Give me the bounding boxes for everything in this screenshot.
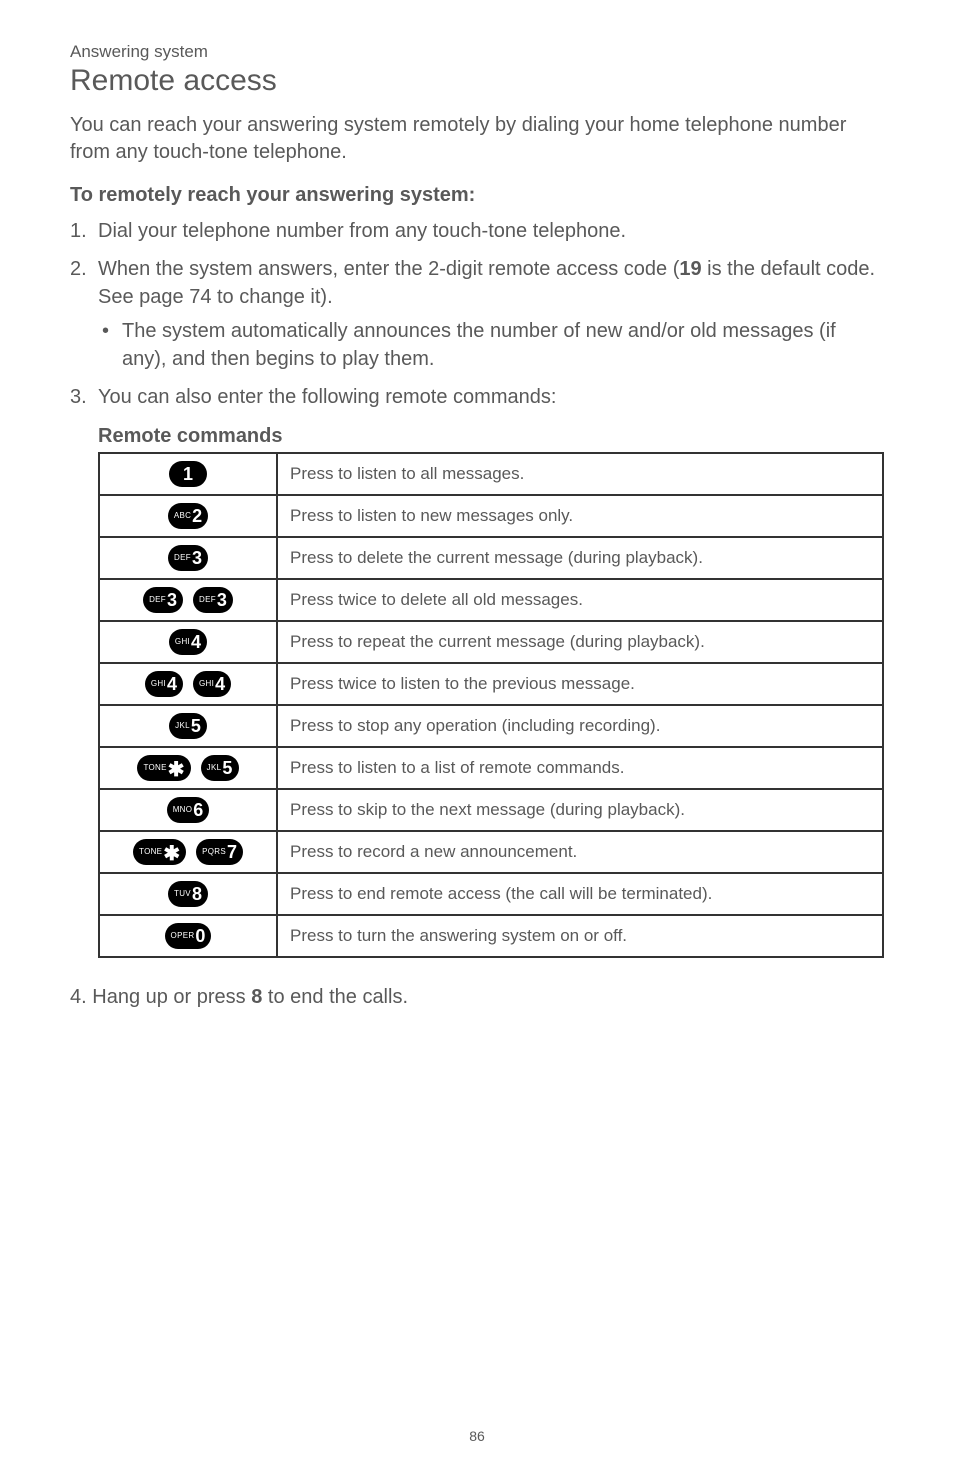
key-cell: GHI4 GHI4 bbox=[99, 663, 277, 705]
key-8-icon: TUV8 bbox=[168, 881, 208, 907]
table-row: TUV8 Press to end remote access (the cal… bbox=[99, 873, 883, 915]
command-desc: Press to end remote access (the call wil… bbox=[277, 873, 883, 915]
closing-bold: 8 bbox=[251, 986, 262, 1008]
command-desc: Press to record a new announcement. bbox=[277, 831, 883, 873]
command-desc: Press to repeat the current message (dur… bbox=[277, 621, 883, 663]
key-2-icon: ABC2 bbox=[168, 503, 208, 529]
key-7-icon: PQRS7 bbox=[196, 839, 243, 865]
command-desc: Press to skip to the next message (durin… bbox=[277, 789, 883, 831]
command-desc: Press to stop any operation (including r… bbox=[277, 705, 883, 747]
key-3-icon: DEF3 bbox=[143, 587, 183, 613]
page-title: Remote access bbox=[70, 64, 884, 98]
step-2-bold: 19 bbox=[679, 258, 701, 280]
command-desc: Press twice to listen to the previous me… bbox=[277, 663, 883, 705]
table-row: DEF3 DEF3 Press twice to delete all old … bbox=[99, 579, 883, 621]
table-row: TONE✱ PQRS7 Press to record a new announ… bbox=[99, 831, 883, 873]
key-0-icon: OPER0 bbox=[165, 923, 212, 949]
key-cell: JKL5 bbox=[99, 705, 277, 747]
command-desc: Press to delete the current message (dur… bbox=[277, 537, 883, 579]
key-cell: DEF3 DEF3 bbox=[99, 579, 277, 621]
table-title: Remote commands bbox=[98, 425, 884, 448]
table-row: GHI4 Press to repeat the current message… bbox=[99, 621, 883, 663]
key-1-icon: 1 bbox=[169, 461, 207, 487]
table-row: DEF3 Press to delete the current message… bbox=[99, 537, 883, 579]
key-star-icon: TONE✱ bbox=[133, 839, 186, 865]
key-cell: TONE✱ PQRS7 bbox=[99, 831, 277, 873]
key-cell: MNO6 bbox=[99, 789, 277, 831]
key-cell: ABC2 bbox=[99, 495, 277, 537]
steps-list: Dial your telephone number from any touc… bbox=[70, 217, 884, 411]
section-label: Answering system bbox=[70, 42, 884, 62]
table-row: 1 Press to listen to all messages. bbox=[99, 453, 883, 495]
remote-commands-table: 1 Press to listen to all messages. ABC2 … bbox=[98, 452, 884, 958]
command-desc: Press twice to delete all old messages. bbox=[277, 579, 883, 621]
key-6-icon: MNO6 bbox=[167, 797, 210, 823]
step-2-text-before: When the system answers, enter the 2-dig… bbox=[98, 258, 679, 280]
key-star-icon: TONE✱ bbox=[137, 755, 190, 781]
command-desc: Press to listen to new messages only. bbox=[277, 495, 883, 537]
key-4-icon: GHI4 bbox=[145, 671, 183, 697]
closing-before: Hang up or press bbox=[92, 986, 251, 1008]
key-cell: DEF3 bbox=[99, 537, 277, 579]
step-1: Dial your telephone number from any touc… bbox=[70, 217, 884, 245]
table-row: JKL5 Press to stop any operation (includ… bbox=[99, 705, 883, 747]
key-5-icon: JKL5 bbox=[201, 755, 239, 781]
step-3: You can also enter the following remote … bbox=[70, 383, 884, 411]
key-cell: OPER0 bbox=[99, 915, 277, 957]
key-3-icon: DEF3 bbox=[168, 545, 208, 571]
table-row: ABC2 Press to listen to new messages onl… bbox=[99, 495, 883, 537]
page-number: 86 bbox=[0, 1428, 954, 1444]
command-desc: Press to listen to all messages. bbox=[277, 453, 883, 495]
step-2-bullets: The system automatically announces the n… bbox=[98, 317, 884, 373]
command-desc: Press to listen to a list of remote comm… bbox=[277, 747, 883, 789]
step-2-bullet-1: The system automatically announces the n… bbox=[98, 317, 884, 373]
intro-paragraph: You can reach your answering system remo… bbox=[70, 112, 884, 166]
table-row: TONE✱ JKL5 Press to listen to a list of … bbox=[99, 747, 883, 789]
command-desc: Press to turn the answering system on or… bbox=[277, 915, 883, 957]
step-2: When the system answers, enter the 2-dig… bbox=[70, 255, 884, 373]
closing-step: 4. Hang up or press 8 to end the calls. bbox=[70, 986, 884, 1009]
table-row: OPER0 Press to turn the answering system… bbox=[99, 915, 883, 957]
key-cell: TONE✱ JKL5 bbox=[99, 747, 277, 789]
table-row: GHI4 GHI4 Press twice to listen to the p… bbox=[99, 663, 883, 705]
key-4-icon: GHI4 bbox=[169, 629, 207, 655]
table-row: MNO6 Press to skip to the next message (… bbox=[99, 789, 883, 831]
key-cell: 1 bbox=[99, 453, 277, 495]
sub-heading: To remotely reach your answering system: bbox=[70, 184, 884, 207]
key-4-icon: GHI4 bbox=[193, 671, 231, 697]
key-cell: GHI4 bbox=[99, 621, 277, 663]
key-3-icon: DEF3 bbox=[193, 587, 233, 613]
key-cell: TUV8 bbox=[99, 873, 277, 915]
key-5-icon: JKL5 bbox=[169, 713, 207, 739]
closing-after: to end the calls. bbox=[262, 986, 408, 1008]
